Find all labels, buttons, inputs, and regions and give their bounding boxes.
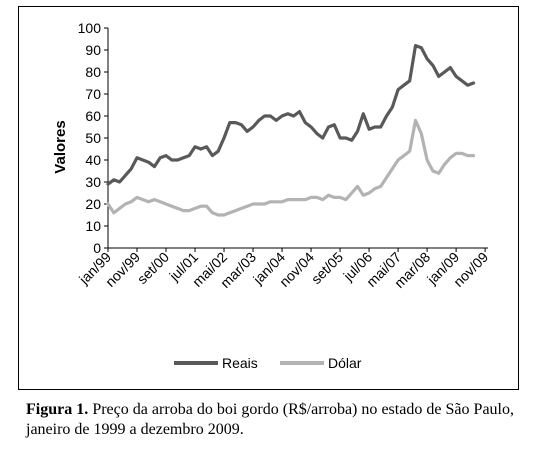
y-tick-label: 40 [85, 152, 101, 168]
x-tick-label: set/00 [134, 249, 172, 287]
y-tick-label: 60 [85, 108, 101, 124]
line-chart: 0102030405060708090100jan/99nov/99set/00… [52, 20, 491, 371]
y-tick-label: 10 [85, 218, 101, 234]
y-tick-label: 20 [85, 196, 101, 212]
y-tick-label: 0 [93, 240, 101, 256]
legend-label: Reais [222, 355, 258, 371]
y-tick-label: 90 [85, 42, 101, 58]
legend: Reais Dólar [174, 355, 362, 371]
y-axis-label: Valores [52, 120, 69, 173]
chart-frame: 0 10 20 30 40 50 60 70 80 90 100 jan/99 nov/99 set/00… [18, 6, 519, 390]
x-tick-label: set/05 [308, 249, 346, 287]
y-tick-label: 80 [85, 64, 101, 80]
caption-text: Preço da arroba do boi gordo (R$/arroba)… [26, 401, 515, 438]
y-tick-label: 30 [85, 174, 101, 190]
y-tick-label: 70 [85, 86, 101, 102]
y-tick-label: 100 [78, 20, 102, 36]
series-line-reais [106, 44, 476, 186]
series-line-dlar [106, 118, 476, 217]
y-tick-label: 50 [85, 130, 101, 146]
caption-label: Figura 1. [26, 401, 89, 418]
figure-caption: Figura 1. Preço da arroba do boi gordo (… [26, 400, 514, 440]
series-layer [106, 44, 476, 217]
legend-label: Dólar [328, 355, 362, 371]
